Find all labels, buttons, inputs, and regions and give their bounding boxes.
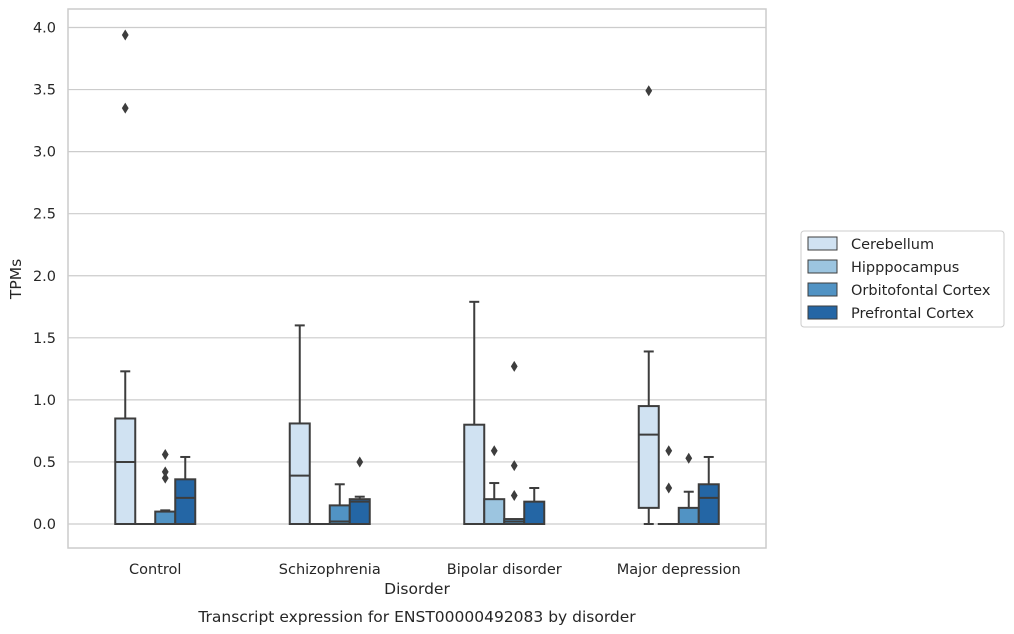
box-body <box>523 500 546 526</box>
outlier-point <box>161 466 169 478</box>
x-tick-label: Schizophrenia <box>279 562 381 578</box>
x-tick-label: Control <box>129 562 181 578</box>
outlier-point <box>490 445 498 457</box>
outlier-point <box>510 460 518 472</box>
grid-lines <box>68 26 766 525</box>
y-axis-ticks: 0.0 0.5 1.0 1.5 2.0 2.5 3.0 3.5 4.0 <box>33 21 56 534</box>
box-plot-cerebellum <box>637 85 660 525</box>
box-body <box>174 478 197 526</box>
box-plot-hipppocampus <box>483 445 506 525</box>
box-plot-hipppocampus <box>657 445 680 526</box>
box-plot-cerebellum <box>288 324 311 525</box>
box-plot-prefrontal-cortex <box>523 487 546 526</box>
outlier-point <box>665 445 673 457</box>
box-body <box>483 498 506 525</box>
box-plot-marks <box>114 29 720 526</box>
y-tick-label: 4.0 <box>33 21 56 37</box>
figure-caption: Transcript expression for ENST0000049208… <box>197 608 636 626</box>
outlier-point <box>121 102 129 114</box>
box-body <box>288 422 311 525</box>
box-plot-orbitofontal-cortex <box>328 483 351 526</box>
box-plot-cerebellum <box>463 300 486 526</box>
legend-label: Hipppocampus <box>851 260 959 276</box>
y-tick-label: 2.0 <box>33 269 56 285</box>
outlier-point <box>510 489 518 501</box>
legend-frame <box>800 230 1005 328</box>
box-body <box>637 405 660 509</box>
box-body <box>697 483 720 525</box>
legend-label: Cerebellum <box>851 237 934 253</box>
legend-label: Orbitofontal Cortex <box>851 283 991 299</box>
box-body <box>114 417 137 525</box>
outlier-point <box>161 472 169 484</box>
y-tick-label: 3.0 <box>33 145 56 161</box>
box-body <box>348 498 371 525</box>
x-tick-label: Bipolar disorder <box>447 562 562 578</box>
legend-item: Orbitofontal Cortex <box>807 282 991 299</box>
y-tick-label: 1.0 <box>33 393 56 409</box>
y-tick-label: 3.5 <box>33 83 56 99</box>
x-axis-title: Disorder <box>384 580 450 598</box>
box-body <box>154 510 177 525</box>
box-plot-orbitofontal-cortex <box>503 360 526 525</box>
legend-swatch <box>807 305 838 320</box>
legend-swatch <box>807 236 838 251</box>
y-tick-label: 0.0 <box>33 517 56 533</box>
outlier-point <box>510 360 518 372</box>
outlier-point <box>161 448 169 460</box>
outlier-point <box>645 85 653 97</box>
box-plot-prefrontal-cortex <box>174 455 197 526</box>
legend-item: Hipppocampus <box>807 259 959 276</box>
legend-swatch <box>807 259 838 274</box>
box-plot-cerebellum <box>114 29 137 525</box>
x-axis-ticks: Control Schizophrenia Bipolar disorder Majo… <box>129 562 741 578</box>
outlier-point <box>356 456 364 468</box>
box-plot-prefrontal-cortex <box>348 456 371 525</box>
legend: Cerebellum Hipppocampus Orbitofontal Corte… <box>800 230 1005 328</box>
plot-area-frame <box>67 8 767 549</box>
legend-label: Prefrontal Cortex <box>851 306 974 322</box>
y-tick-label: 0.5 <box>33 455 56 471</box>
y-tick-label: 1.5 <box>33 331 56 347</box>
box-plot-orbitofontal-cortex <box>154 448 177 525</box>
y-tick-label: 2.5 <box>33 207 56 223</box>
box-plot-orbitofontal-cortex <box>677 452 700 525</box>
outlier-point <box>685 452 693 464</box>
outlier-point <box>121 29 129 41</box>
y-axis-title: TPMs <box>7 259 25 300</box>
legend-item: Cerebellum <box>807 236 934 253</box>
box-body <box>677 506 700 525</box>
legend-swatch <box>807 282 838 297</box>
box-body <box>463 423 486 526</box>
outlier-point <box>665 482 673 494</box>
box-plot-prefrontal-cortex <box>697 455 720 525</box>
legend-item: Prefrontal Cortex <box>807 305 974 322</box>
x-tick-label: Major depression <box>617 562 741 578</box>
